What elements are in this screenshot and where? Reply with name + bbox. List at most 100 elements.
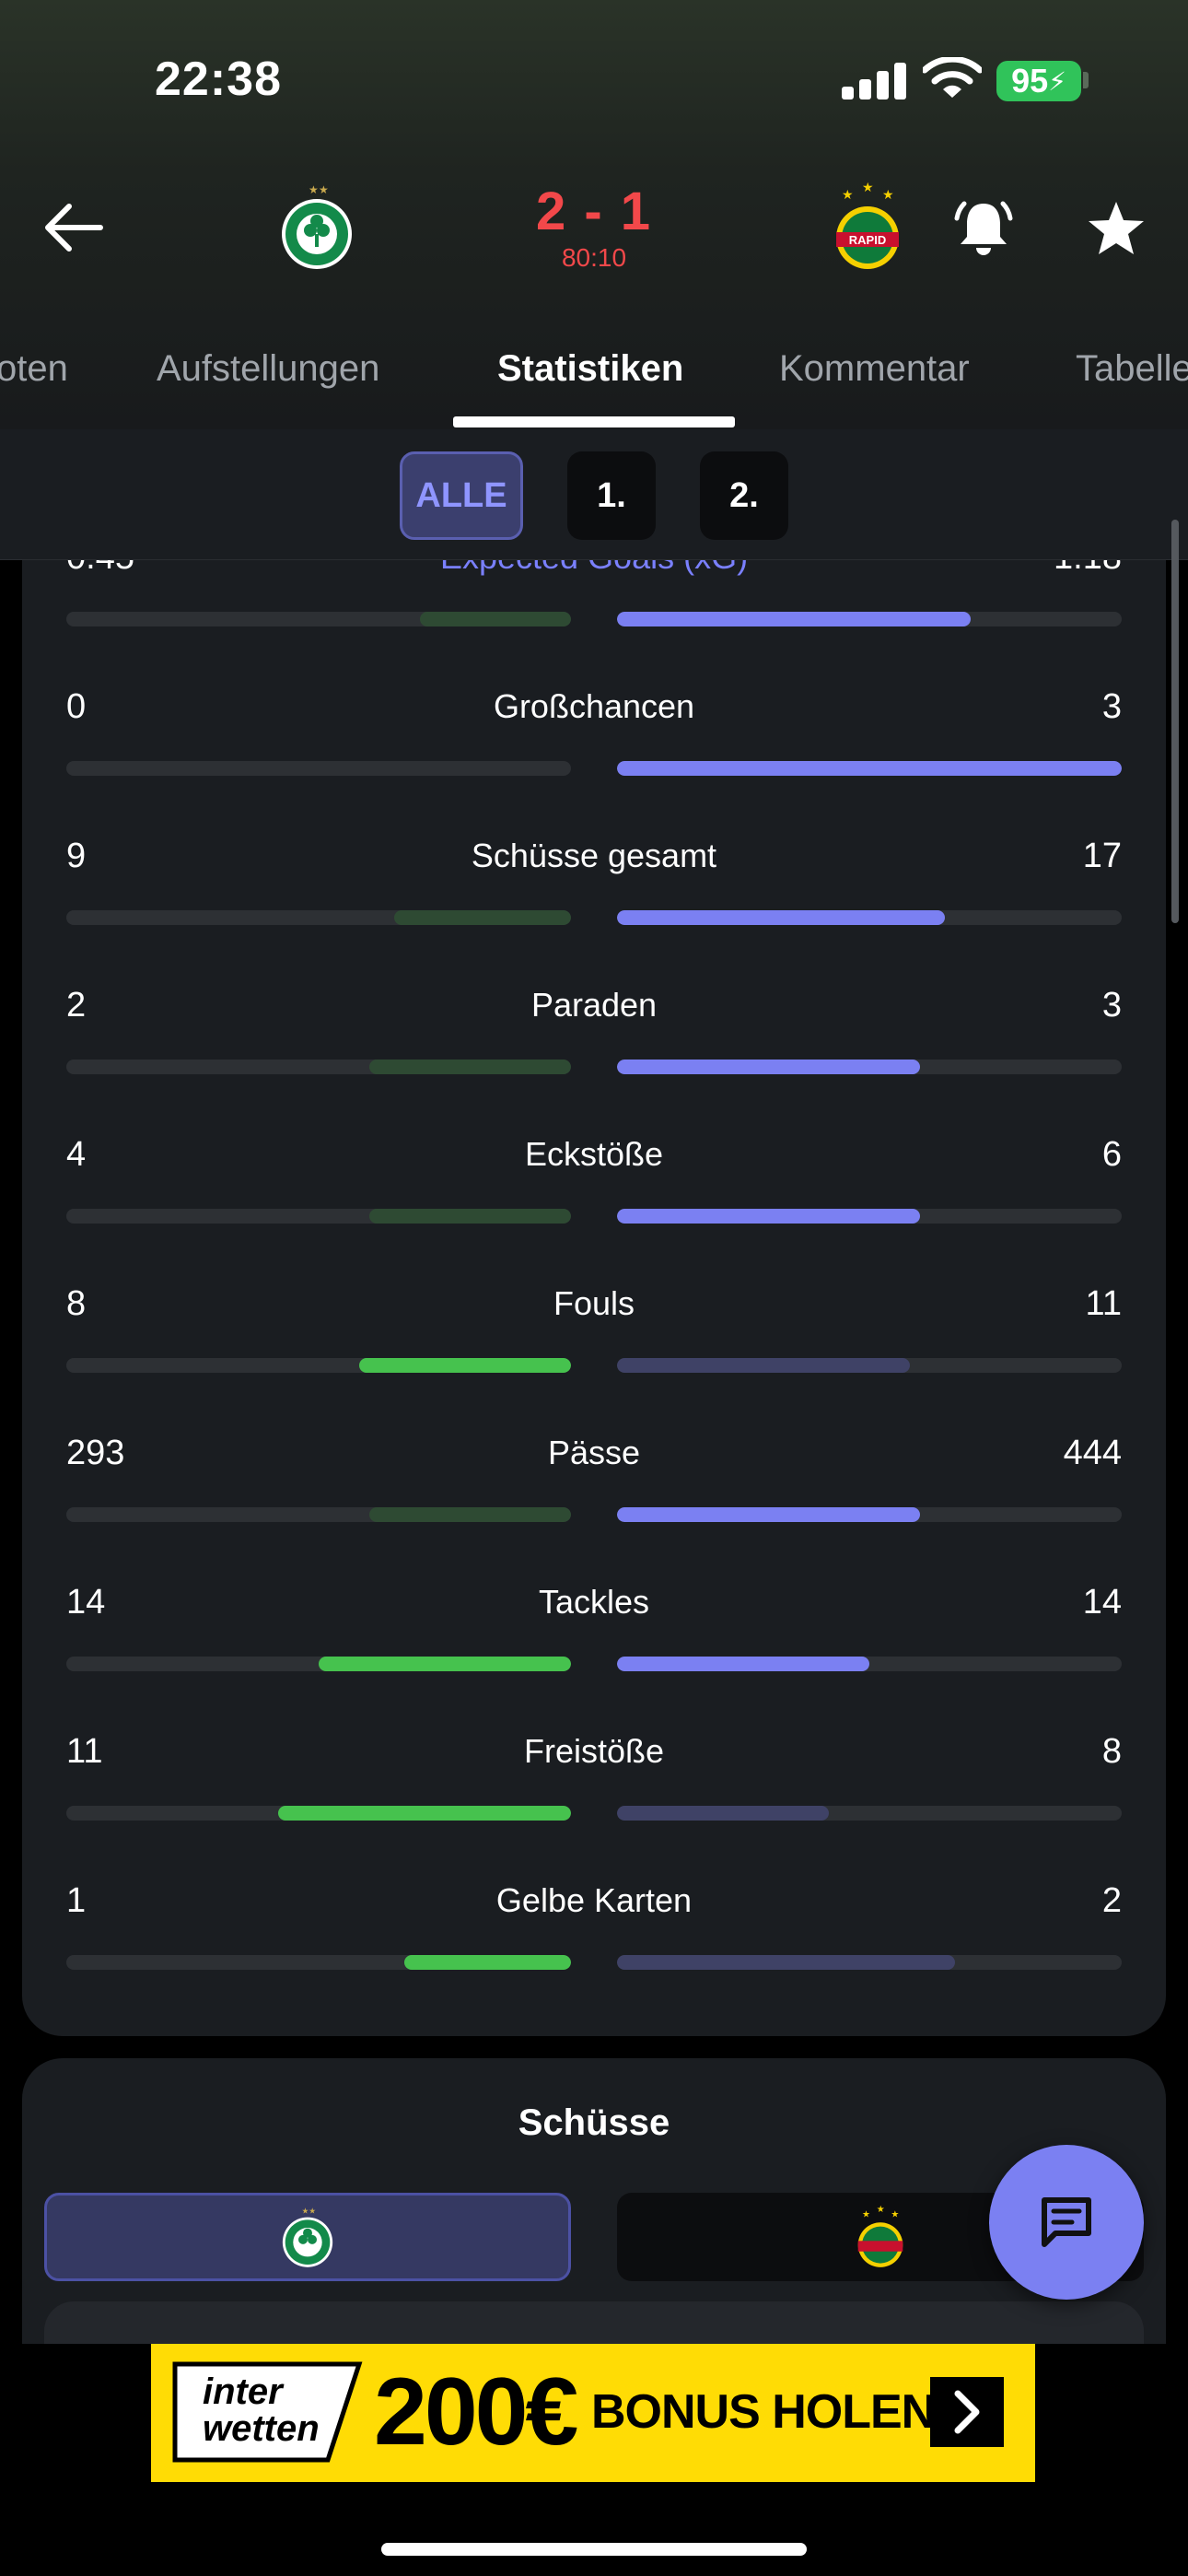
battery-indicator: 95 ⚡ — [996, 61, 1081, 101]
stat-away-bar — [617, 612, 1122, 626]
stat-home-bar — [66, 1955, 571, 1970]
scrollbar[interactable] — [1171, 520, 1179, 923]
stat-away-bar-fill — [617, 1657, 869, 1671]
stat-away-bar-fill — [617, 910, 945, 925]
away-team-crest[interactable]: ★ ★ ★ RAPID — [829, 180, 906, 273]
ad-logo: inter wetten — [171, 2357, 363, 2467]
stat-away-bar — [617, 1507, 1122, 1522]
stat-row: 2 Paraden 3 — [22, 986, 1166, 1135]
battery-level: 95 — [1011, 62, 1049, 100]
svg-text:★: ★ — [319, 183, 329, 196]
svg-text:★: ★ — [309, 183, 319, 196]
stat-home-bar-fill — [404, 1955, 571, 1970]
crest-text: RAPID — [849, 233, 886, 247]
stat-label: Eckstöße — [524, 1135, 664, 1173]
tab-lineups[interactable]: Aufstellungen — [157, 348, 380, 389]
star-icon — [1089, 202, 1144, 254]
tab-prev-partial[interactable]: oten — [0, 348, 68, 389]
stat-away-bar — [617, 1657, 1122, 1671]
stat-away-value: 2 — [1101, 1881, 1122, 1920]
stat-row: 14 Tackles 14 — [22, 1583, 1166, 1732]
favorite-button[interactable] — [1077, 193, 1155, 263]
active-tab-indicator — [453, 416, 735, 427]
status-time: 22:38 — [155, 53, 282, 106]
tab-commentary[interactable]: Kommentar — [779, 348, 970, 389]
stat-home-value: 293 — [66, 1434, 125, 1472]
statistics-card: 0.45Expected Goals (xG)1.180Großchancen3… — [22, 560, 1166, 2036]
ad-amount: 200€ — [374, 2359, 578, 2465]
svg-text:★: ★ — [309, 2206, 316, 2215]
stat-away-value: 6 — [1101, 1135, 1122, 1174]
notifications-button[interactable] — [949, 193, 1019, 263]
match-tabs: oten Aufstellungen Statistiken Kommentar… — [0, 332, 1188, 429]
svg-text:★: ★ — [302, 2206, 309, 2215]
match-score: 2 - 1 — [535, 181, 653, 241]
stat-away-value: 3 — [1101, 986, 1122, 1025]
rapid-crest-icon: ★ ★ ★ RAPID — [836, 180, 899, 269]
svg-text:★: ★ — [882, 187, 894, 202]
stat-row: 11 Freistöße 8 — [22, 1732, 1166, 1881]
stat-label: Paraden — [530, 986, 658, 1024]
stat-label[interactable]: Expected Goals (xG) — [22, 560, 1166, 577]
stat-away-value: 3 — [1101, 687, 1122, 726]
ad-logo-line1: inter — [203, 2371, 283, 2412]
shamrock-crest-icon: ★ ★ — [282, 183, 352, 269]
arrow-left-icon — [45, 204, 103, 252]
bell-active-icon — [954, 201, 1013, 255]
stat-row: 9 Schüsse gesamt 17 — [22, 837, 1166, 986]
ad-banner[interactable]: inter wetten 200€ BONUS HOLEN. — [151, 2344, 1035, 2482]
status-bar: 22:38 95 ⚡ — [0, 0, 1188, 157]
stat-home-value: 2 — [66, 986, 87, 1025]
stat-away-value: 17 — [1082, 837, 1122, 875]
stat-label: Pässe — [547, 1434, 641, 1471]
shamrock-crest-icon: ★ ★ — [282, 2206, 333, 2267]
stat-away-bar-fill — [617, 1955, 955, 1970]
stat-home-bar — [66, 612, 571, 626]
tab-statistics[interactable]: Statistiken — [497, 348, 684, 389]
svg-text:★: ★ — [862, 181, 874, 194]
chevron-right-icon — [954, 2390, 980, 2434]
stat-away-bar — [617, 761, 1122, 776]
back-button[interactable] — [35, 193, 112, 262]
stat-away-bar-fill — [617, 1806, 829, 1821]
ad-cta: BONUS HOLEN. — [591, 2385, 949, 2439]
stat-label: Fouls — [553, 1284, 635, 1322]
period-filter-bar: ALLE 1. 2. — [0, 429, 1188, 560]
stat-away-value: 8 — [1101, 1732, 1122, 1771]
svg-text:★: ★ — [862, 2210, 870, 2220]
tab-table[interactable]: Tabelle — [1076, 348, 1188, 389]
wifi-icon — [921, 55, 984, 100]
stat-away-bar-fill — [617, 1358, 910, 1373]
stat-label: Großchancen — [493, 687, 695, 725]
stat-home-bar — [66, 1209, 571, 1224]
stat-home-value: 4 — [66, 1135, 87, 1174]
period-second-half-button[interactable]: 2. — [700, 451, 788, 540]
stat-away-value: 444 — [1063, 1434, 1122, 1472]
cellular-signal-icon — [842, 61, 906, 100]
stat-home-value: 1 — [66, 1881, 87, 1920]
stat-home-bar — [66, 1507, 571, 1522]
stat-away-bar — [617, 1358, 1122, 1373]
match-minute: 80:10 — [561, 243, 627, 272]
home-team-crest[interactable]: ★ ★ — [278, 181, 355, 273]
stat-home-value: 11 — [66, 1732, 103, 1771]
charging-bolt-icon: ⚡ — [1048, 66, 1066, 96]
stat-home-value: 9 — [66, 837, 87, 875]
home-indicator[interactable] — [381, 2543, 807, 2556]
stat-home-bar-fill — [319, 1657, 571, 1671]
shots-title: Schüsse — [518, 2102, 670, 2143]
stat-home-bar-fill — [420, 612, 571, 626]
stat-home-bar — [66, 1657, 571, 1671]
stat-label: Freistöße — [523, 1732, 665, 1770]
period-all-button[interactable]: ALLE — [400, 451, 523, 540]
stat-home-bar — [66, 1358, 571, 1373]
stat-home-value: 0.45 — [66, 560, 134, 578]
stat-away-bar — [617, 1955, 1122, 1970]
stat-home-bar-fill — [359, 1358, 571, 1373]
shots-home-team-toggle[interactable]: ★ ★ — [44, 2193, 571, 2281]
stat-away-bar — [617, 910, 1122, 925]
ad-arrow-button[interactable] — [930, 2377, 1004, 2447]
stat-away-bar-fill — [617, 1060, 920, 1074]
period-first-half-button[interactable]: 1. — [567, 451, 656, 540]
chat-button[interactable] — [989, 2145, 1144, 2300]
